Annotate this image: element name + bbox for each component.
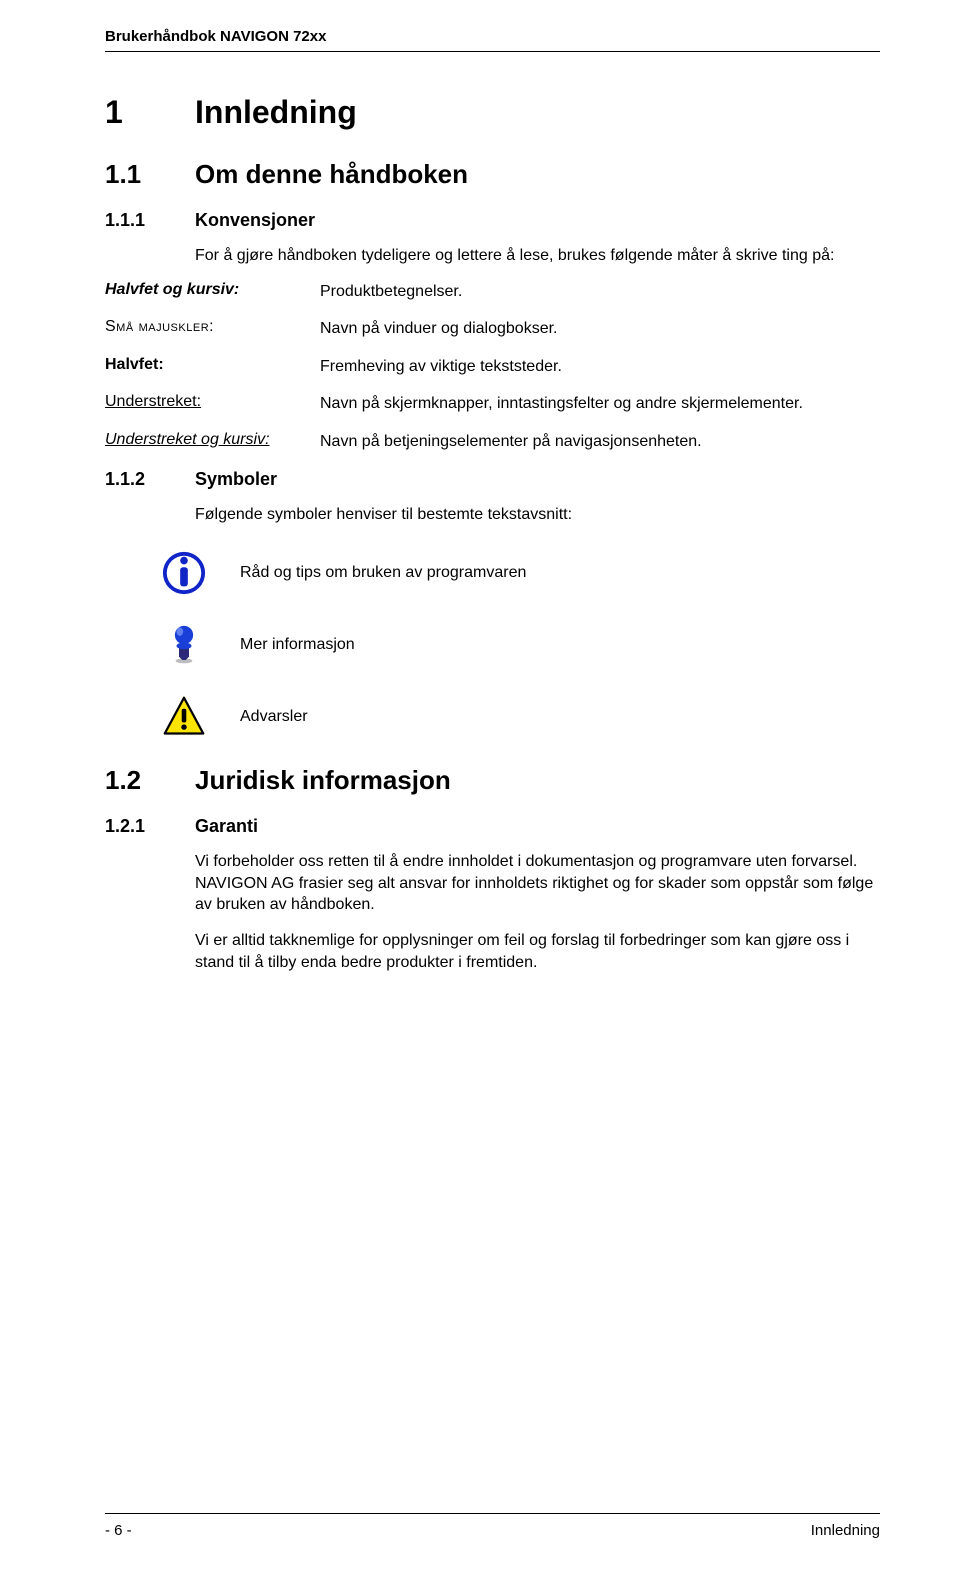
heading-title: Konvensjoner (195, 210, 315, 231)
convention-row: Understreket: Navn på skjermknapper, inn… (105, 393, 880, 415)
convention-label: Understreket: (105, 393, 320, 415)
convention-label: Halvfet og kursiv: (105, 281, 320, 303)
convention-row: Understreket og kursiv: Navn på betjenin… (105, 431, 880, 453)
heading-title: Symboler (195, 469, 277, 490)
page-footer: - 6 - Innledning (105, 1513, 880, 1539)
symbol-row-moreinfo: Mer informasjon (160, 621, 880, 669)
heading-1: 1 Innledning (105, 94, 880, 131)
symbols-intro-block: Følgende symboler henviser til bestemte … (195, 504, 880, 526)
conventions-table: Halvfet og kursiv: Produktbetegnelser. S… (105, 281, 880, 453)
heading-title: Garanti (195, 816, 258, 837)
heading-1-1-2: 1.1.2 Symboler (105, 469, 880, 490)
symbol-row-warning: Advarsler (160, 693, 880, 741)
convention-label: Små majuskler: (105, 318, 320, 340)
garanti-para-2: Vi er alltid takknemlige for opplysninge… (195, 930, 880, 973)
convention-label: Understreket og kursiv: (105, 431, 320, 453)
heading-title: Juridisk informasjon (195, 765, 451, 796)
convention-desc: Navn på betjeningselementer på navigasjo… (320, 431, 702, 453)
heading-number: 1.2 (105, 765, 195, 796)
warning-icon (160, 693, 208, 741)
symbol-row-info: Råd og tips om bruken av programvaren (160, 549, 880, 597)
symbol-text: Råd og tips om bruken av programvaren (240, 564, 526, 582)
convention-desc: Navn på vinduer og dialogbokser. (320, 318, 558, 340)
convention-row: Små majuskler: Navn på vinduer og dialog… (105, 318, 880, 340)
heading-title: Innledning (195, 94, 357, 131)
convention-desc: Produktbetegnelser. (320, 281, 462, 303)
convention-desc: Fremheving av viktige tekststeder. (320, 356, 562, 378)
document-header: Brukerhåndbok NAVIGON 72xx (105, 28, 880, 52)
heading-1-1: 1.1 Om denne håndboken (105, 159, 880, 190)
pushpin-icon (160, 621, 208, 669)
symbol-text: Advarsler (240, 708, 308, 726)
convention-row: Halvfet: Fremheving av viktige tekststed… (105, 356, 880, 378)
convention-row: Halvfet og kursiv: Produktbetegnelser. (105, 281, 880, 303)
info-icon (160, 549, 208, 597)
footer-section-name: Innledning (811, 1522, 880, 1539)
heading-1-2: 1.2 Juridisk informasjon (105, 765, 880, 796)
symbols-intro: Følgende symboler henviser til bestemte … (195, 504, 880, 526)
heading-number: 1.1 (105, 159, 195, 190)
garanti-para-1: Vi forbeholder oss retten til å endre in… (195, 851, 880, 916)
symbol-text: Mer informasjon (240, 636, 355, 654)
garanti-block: Vi forbeholder oss retten til å endre in… (195, 851, 880, 973)
heading-number: 1.1.2 (105, 469, 195, 490)
heading-1-1-1: 1.1.1 Konvensjoner (105, 210, 880, 231)
page-content: Brukerhåndbok NAVIGON 72xx 1 Innledning … (0, 0, 960, 1027)
heading-title: Om denne håndboken (195, 159, 468, 190)
heading-number: 1.1.1 (105, 210, 195, 231)
page-number: - 6 - (105, 1522, 132, 1539)
heading-1-2-1: 1.2.1 Garanti (105, 816, 880, 837)
convention-desc: Navn på skjermknapper, inntastingsfelter… (320, 393, 803, 415)
heading-number: 1.2.1 (105, 816, 195, 837)
heading-number: 1 (105, 94, 195, 131)
conventions-intro: For å gjøre håndboken tydeligere og lett… (195, 245, 880, 267)
conventions-block: For å gjøre håndboken tydeligere og lett… (195, 245, 880, 267)
convention-label: Halvfet: (105, 356, 320, 378)
